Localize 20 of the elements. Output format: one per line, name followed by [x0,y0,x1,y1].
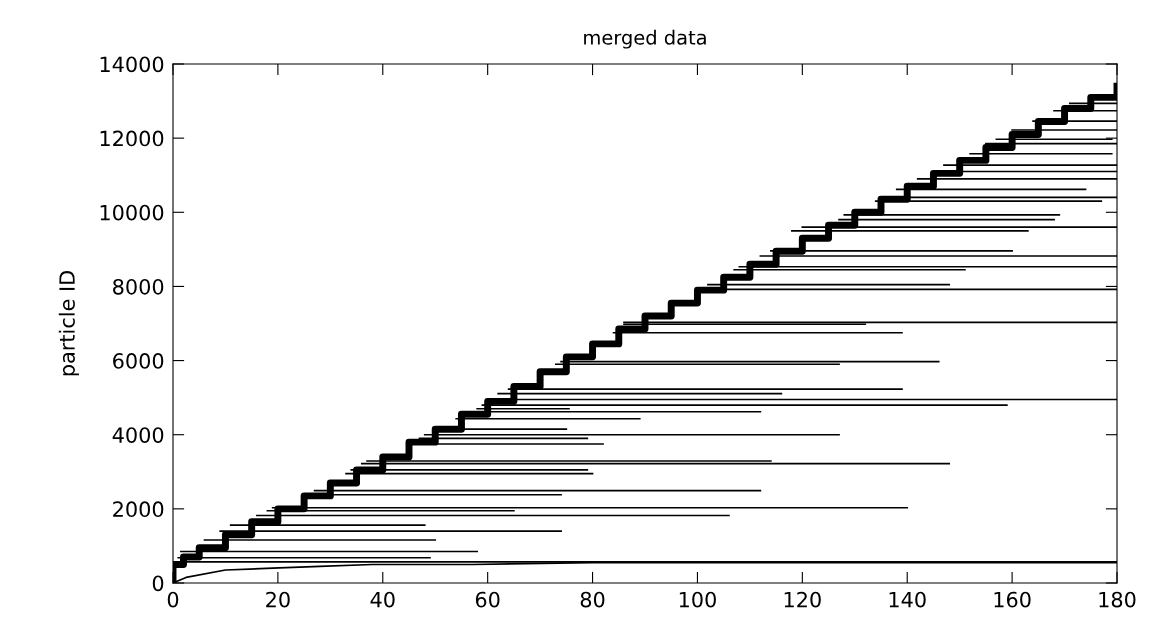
y-tick-label: 10000 [100,204,164,221]
x-tick-label: 80 [580,591,605,608]
y-tick-label: 6000 [113,353,164,369]
y-axis-title: particle ID [58,271,79,376]
y-tick-label: 2000 [113,501,164,518]
x-tick-label: 0 [167,591,179,608]
y-tick-label: 4000 [112,427,164,443]
x-tick-label: 20 [266,591,290,608]
y-tick-label: 8000 [113,278,164,295]
x-tick-label: 40 [370,591,395,608]
x-tick-label: 100 [679,591,716,608]
x-tick-label: 160 [994,591,1031,608]
x-tick-label: 140 [889,591,926,608]
y-tick-label: 14000 [100,56,164,73]
y-tick-label: 0 [152,575,164,592]
x-tick-label: 120 [784,591,821,608]
chart-title: merged data [584,29,706,49]
y-tick-label: 12000 [100,130,164,147]
x-tick-label: 180 [1099,591,1136,608]
x-tick-label: 60 [475,591,500,608]
